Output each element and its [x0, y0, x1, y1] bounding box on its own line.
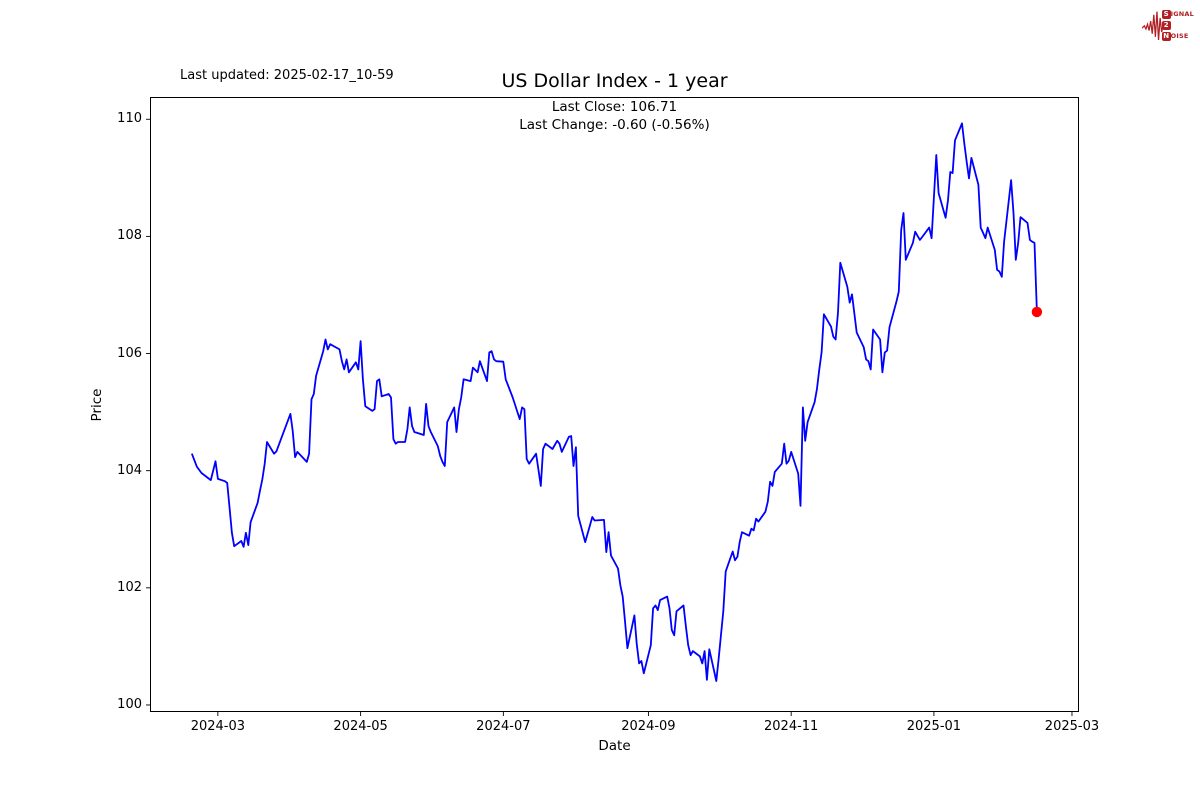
logo-word-oise: OISE	[1170, 31, 1189, 40]
last-close-annotation: Last Close: 106.71	[551, 99, 678, 115]
y-tick-label: 100	[117, 696, 142, 712]
logo-row-2: 2	[1161, 20, 1194, 30]
y-tick-label: 102	[117, 579, 142, 595]
logo-row-signal: S IGNAL	[1161, 9, 1194, 19]
logo-letter-s: S	[1161, 9, 1171, 19]
last-close-marker	[1031, 306, 1043, 318]
signal2noise-logo: S IGNAL 2 N OISE	[1142, 3, 1194, 47]
y-tick-label: 108	[117, 228, 142, 244]
y-tick-label: 106	[117, 345, 142, 361]
y-tick-label: 104	[117, 462, 142, 478]
logo-letter-n: N	[1161, 31, 1171, 41]
y-tick-label: 110	[117, 111, 142, 127]
x-tick-label: 2024-05	[333, 719, 388, 734]
plot-area-border	[150, 97, 1079, 712]
last-change-annotation: Last Change: -0.60 (-0.56%)	[519, 117, 710, 133]
x-tick-label: 2024-11	[764, 719, 819, 734]
x-axis-label: Date	[598, 738, 631, 754]
last-updated-text: Last updated: 2025-02-17_10-59	[180, 68, 394, 83]
x-tick-label: 2024-07	[476, 719, 531, 734]
logo-letter-2: 2	[1161, 20, 1171, 30]
price-series-line	[191, 122, 1038, 682]
x-tick-label: 2024-03	[190, 719, 246, 734]
x-tick-label: 2025-03	[1044, 719, 1100, 734]
waveform-icon	[1142, 11, 1166, 41]
chart-title: US Dollar Index - 1 year	[501, 70, 728, 92]
logo-row-noise: N OISE	[1161, 31, 1194, 41]
x-tick-label: 2024-09	[621, 719, 676, 734]
x-tick-label: 2025-01	[906, 719, 962, 734]
logo-word-ignal: IGNAL	[1170, 9, 1194, 18]
